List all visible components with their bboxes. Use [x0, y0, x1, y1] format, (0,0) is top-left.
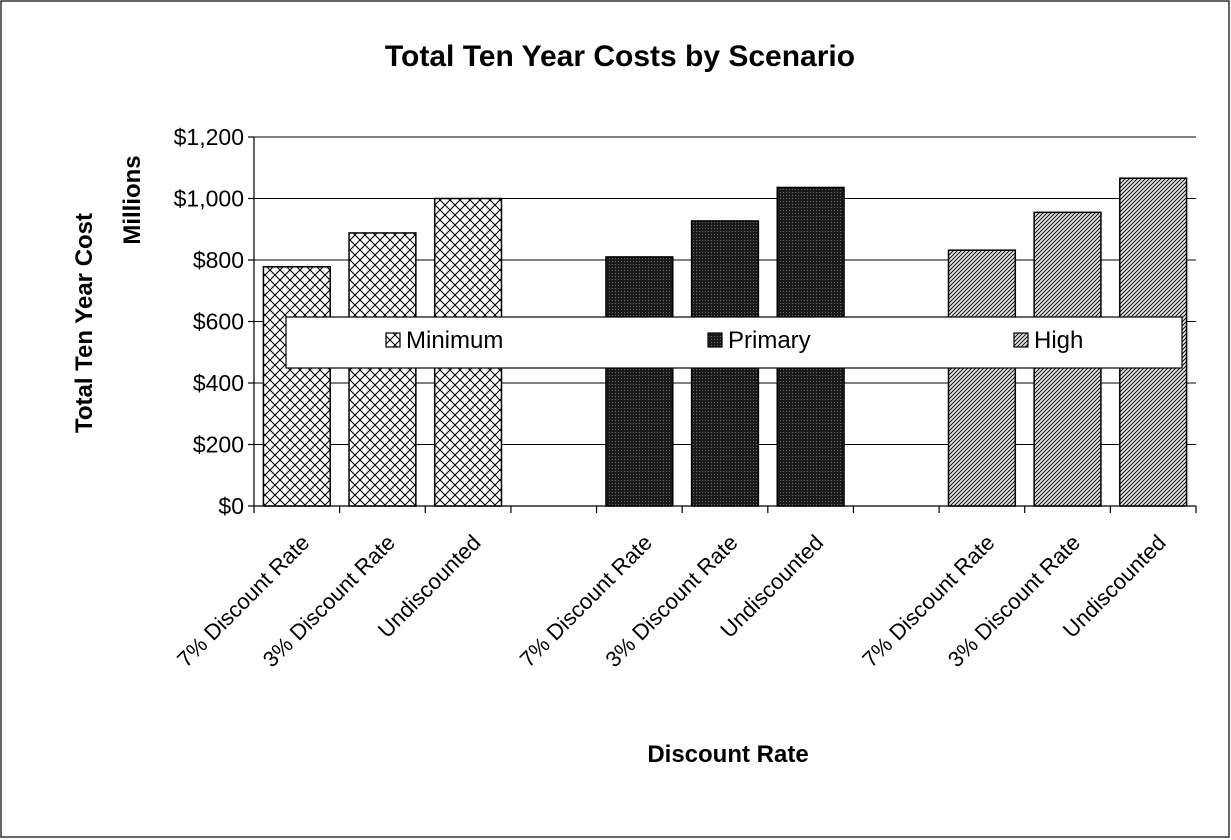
legend-swatch-minimum — [385, 332, 401, 348]
x-axis-title: Discount Rate — [647, 741, 808, 768]
y-tick-label: $200 — [193, 432, 244, 458]
legend-swatch-primary — [707, 332, 723, 348]
y-tick-label: $600 — [193, 309, 244, 335]
bar-primary — [605, 256, 674, 507]
legend-swatch-high — [1013, 332, 1029, 348]
legend — [285, 316, 1183, 369]
chart-title: Total Ten Year Costs by Scenario — [385, 40, 855, 73]
y-tick-label: $800 — [193, 247, 244, 273]
y-tick-label: $0 — [218, 493, 244, 519]
bar-high — [947, 249, 1017, 507]
y-tick-label: $1,200 — [174, 124, 244, 150]
bar-minimum — [348, 232, 417, 507]
bar-minimum — [262, 266, 331, 507]
legend-label-primary: Primary — [728, 327, 811, 354]
y-axis-subtitle: Millions — [119, 155, 146, 244]
y-tick-label: $400 — [193, 370, 244, 396]
legend-label-minimum: Minimum — [406, 327, 503, 354]
y-tick-label: $1,000 — [174, 186, 244, 212]
legend-label-high: High — [1034, 327, 1083, 354]
y-axis-title: Total Ten Year Cost — [71, 213, 98, 433]
